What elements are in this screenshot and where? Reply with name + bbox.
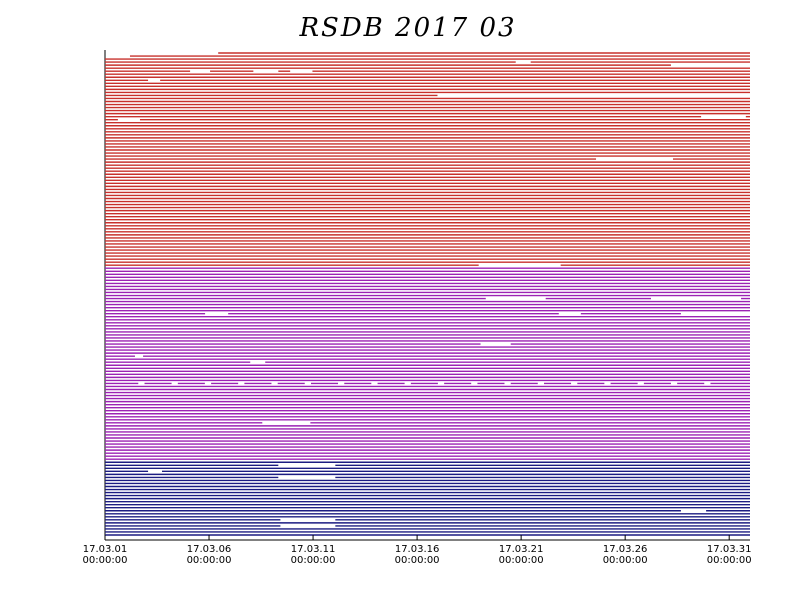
- x-tick-label: 17.03.31: [707, 544, 752, 555]
- x-tick-label: 00:00:00: [291, 555, 336, 566]
- x-tick-label: 00:00:00: [707, 555, 752, 566]
- x-tick-label: 00:00:00: [187, 555, 232, 566]
- x-tick-label: 17.03.06: [187, 544, 232, 555]
- x-tick-label: 00:00:00: [499, 555, 544, 566]
- x-tick-label: 17.03.01: [83, 544, 128, 555]
- chart-title: RSDB 2017 03: [298, 13, 516, 43]
- x-tick-label: 00:00:00: [83, 555, 128, 566]
- x-tick-label: 00:00:00: [603, 555, 648, 566]
- x-tick-label: 17.03.16: [395, 544, 440, 555]
- x-tick-label: 17.03.21: [499, 544, 544, 555]
- x-tick-label: 17.03.26: [603, 544, 648, 555]
- x-tick-label: 17.03.11: [291, 544, 336, 555]
- x-tick-label: 00:00:00: [395, 555, 440, 566]
